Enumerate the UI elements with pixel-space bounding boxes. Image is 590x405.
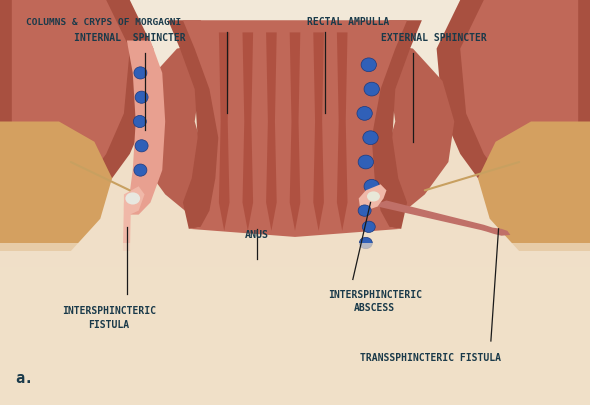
Text: RECTAL AMPULLA: RECTAL AMPULLA bbox=[307, 17, 389, 27]
Ellipse shape bbox=[135, 140, 148, 152]
Ellipse shape bbox=[367, 191, 380, 201]
Bar bbox=[0, 0, 590, 113]
Polygon shape bbox=[124, 186, 145, 215]
Polygon shape bbox=[337, 32, 348, 231]
Polygon shape bbox=[266, 32, 277, 231]
Polygon shape bbox=[290, 32, 300, 231]
Polygon shape bbox=[0, 122, 112, 271]
Polygon shape bbox=[378, 200, 510, 236]
Text: INTERSPHINCTERIC
ABSCESS: INTERSPHINCTERIC ABSCESS bbox=[327, 290, 422, 313]
Ellipse shape bbox=[133, 115, 146, 128]
Ellipse shape bbox=[357, 107, 372, 120]
Polygon shape bbox=[12, 0, 130, 235]
Polygon shape bbox=[460, 0, 578, 235]
Ellipse shape bbox=[125, 192, 140, 205]
Ellipse shape bbox=[358, 205, 371, 216]
Ellipse shape bbox=[135, 91, 148, 103]
Ellipse shape bbox=[362, 221, 375, 232]
Polygon shape bbox=[136, 40, 236, 227]
Polygon shape bbox=[359, 184, 386, 211]
Polygon shape bbox=[219, 32, 230, 231]
Polygon shape bbox=[242, 32, 253, 231]
Bar bbox=[0, 243, 590, 267]
Bar bbox=[0, 251, 590, 405]
Text: a.: a. bbox=[15, 371, 33, 386]
Text: EXTERNAL SPHINCTER: EXTERNAL SPHINCTER bbox=[381, 34, 487, 43]
Ellipse shape bbox=[364, 179, 379, 193]
Polygon shape bbox=[478, 122, 590, 271]
Polygon shape bbox=[127, 40, 165, 215]
Ellipse shape bbox=[358, 155, 373, 169]
Text: INTERNAL  SPHINCTER: INTERNAL SPHINCTER bbox=[74, 34, 186, 43]
Polygon shape bbox=[437, 0, 590, 243]
Ellipse shape bbox=[134, 164, 147, 176]
Polygon shape bbox=[123, 202, 131, 259]
Polygon shape bbox=[348, 20, 422, 229]
Ellipse shape bbox=[359, 237, 372, 249]
Polygon shape bbox=[168, 20, 242, 229]
Ellipse shape bbox=[134, 67, 147, 79]
Polygon shape bbox=[183, 20, 407, 237]
Ellipse shape bbox=[364, 82, 379, 96]
Polygon shape bbox=[313, 32, 324, 231]
Polygon shape bbox=[354, 40, 454, 227]
Ellipse shape bbox=[363, 131, 378, 145]
Polygon shape bbox=[0, 0, 153, 243]
Text: COLUMNS & CRYPS OF MORGAGNI: COLUMNS & CRYPS OF MORGAGNI bbox=[25, 18, 181, 27]
Ellipse shape bbox=[361, 58, 376, 72]
Text: INTERSPHINCTERIC
FISTULA: INTERSPHINCTERIC FISTULA bbox=[62, 306, 156, 330]
Bar bbox=[0, 113, 590, 405]
Text: TRANSSPHINCTERIC FISTULA: TRANSSPHINCTERIC FISTULA bbox=[360, 354, 501, 363]
Polygon shape bbox=[354, 40, 389, 215]
Text: ANUS: ANUS bbox=[245, 230, 268, 240]
